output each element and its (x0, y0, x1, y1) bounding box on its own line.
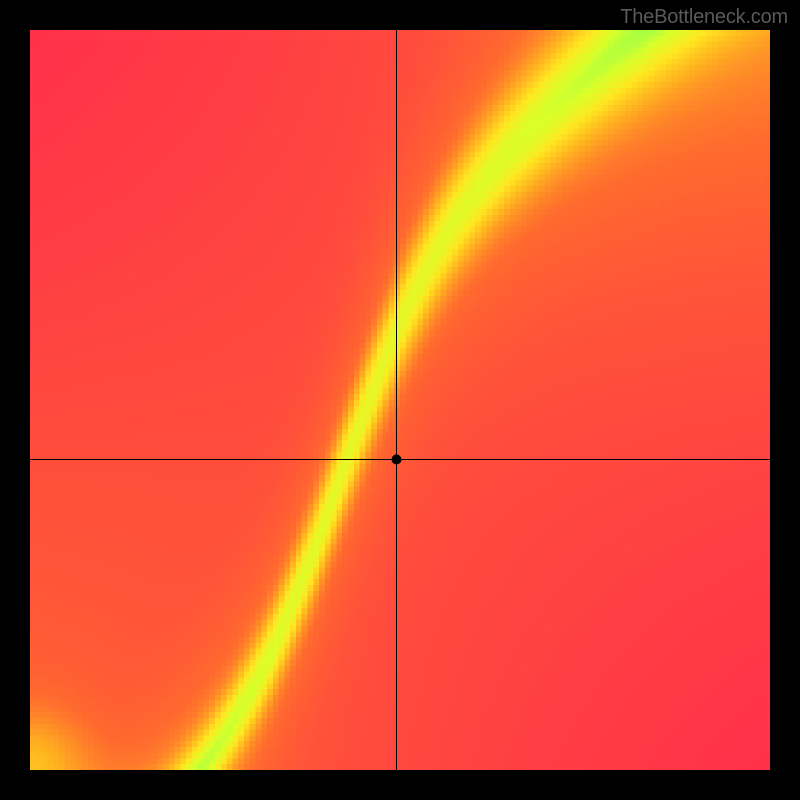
heatmap-plot (30, 30, 770, 770)
crosshair-overlay (30, 30, 770, 770)
watermark-text: TheBottleneck.com (620, 6, 788, 29)
